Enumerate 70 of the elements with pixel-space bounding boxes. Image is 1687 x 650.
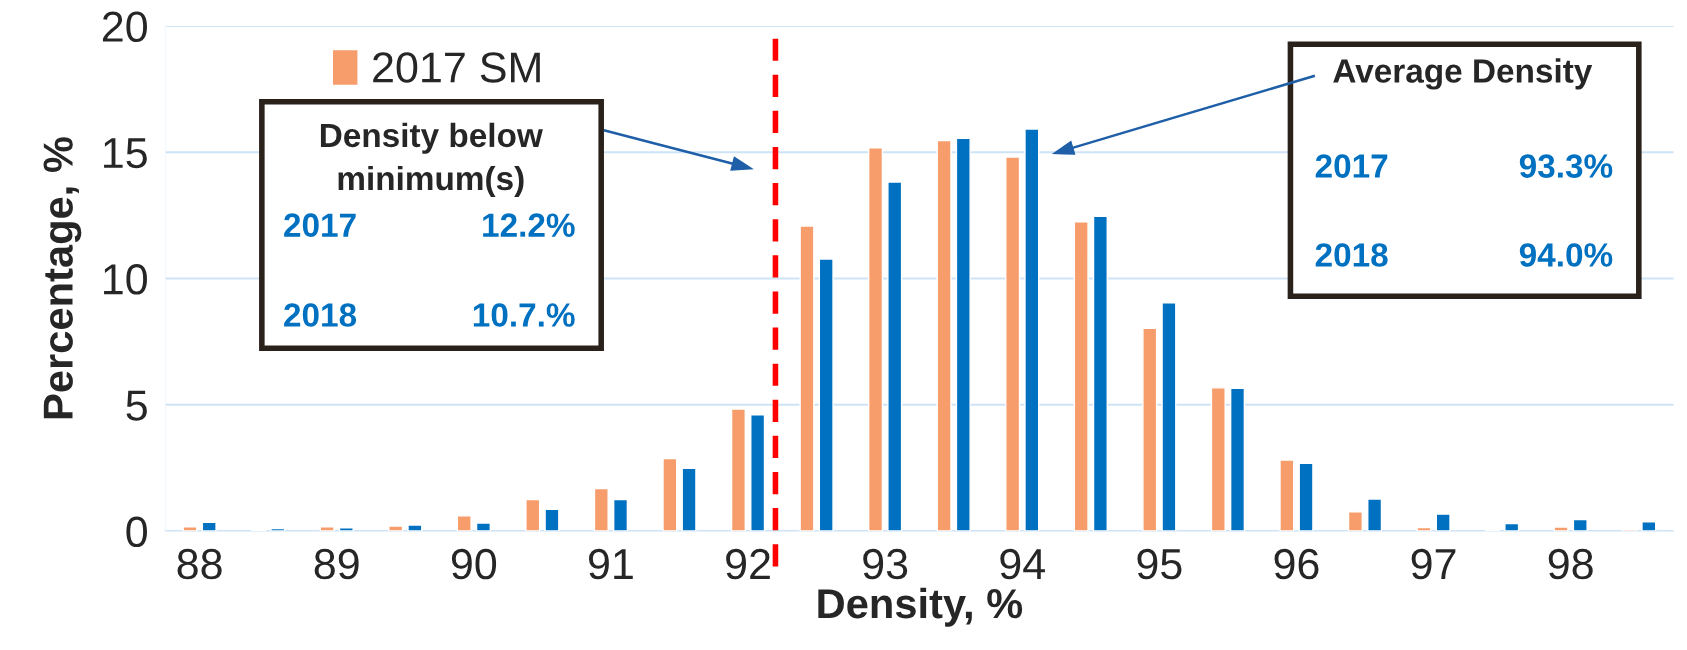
bar: [887, 181, 903, 532]
bar: [388, 525, 404, 532]
bar: [1416, 526, 1432, 532]
x-tick-label: 98: [1548, 548, 1593, 580]
annotation: 2017: [1315, 154, 1388, 178]
annotation: Density below minimum(s): [320, 122, 543, 197]
x-tick-label: 97: [1411, 548, 1456, 580]
x-tick-label: 95: [1137, 548, 1182, 580]
bar: [1367, 498, 1383, 532]
x-tick-label: 90: [451, 548, 497, 580]
annotation: 12.2%: [483, 213, 575, 237]
y-tick-label: 15: [104, 138, 147, 169]
x-tick-label: 88: [177, 548, 222, 580]
bar: [475, 522, 491, 532]
bar: [1024, 128, 1040, 532]
y-tick-label: 10: [104, 264, 147, 295]
bar: [1005, 156, 1021, 532]
annotation: 2018: [284, 303, 357, 327]
bar: [1210, 387, 1226, 532]
bar: [201, 521, 217, 532]
legend-label: 2017 SM: [373, 52, 540, 83]
bar: [612, 498, 629, 532]
x-tick-label: 91: [589, 548, 633, 580]
bar: [750, 414, 766, 532]
bar: [1435, 513, 1451, 532]
bar: [936, 139, 952, 532]
bar: [338, 527, 354, 532]
bar: [544, 508, 560, 532]
bar: [662, 457, 678, 532]
x-tick-label: 93: [863, 548, 908, 580]
bar: [1279, 459, 1295, 532]
bar: [1161, 302, 1177, 532]
bar: [1553, 526, 1569, 532]
bar: [818, 258, 834, 532]
y-axis-title: Percentage, %: [43, 137, 82, 419]
bar: [319, 526, 335, 532]
annotation: 94.0%: [1519, 243, 1613, 267]
y-tick-label: 0: [126, 516, 147, 548]
bar: [1504, 522, 1520, 532]
bar: [1572, 518, 1588, 532]
annotation: 10.7.%: [473, 303, 575, 327]
x-tick-label: 92: [726, 548, 770, 580]
annotation: 2017: [284, 213, 356, 237]
bar: [867, 147, 884, 532]
annotation: 93.3%: [1519, 154, 1613, 178]
x-tick-label: 94: [1000, 548, 1045, 580]
annotation: 2018: [1315, 243, 1388, 267]
x-tick-label: 96: [1274, 548, 1319, 580]
x-tick-label: 89: [314, 548, 359, 580]
bar: [730, 408, 746, 532]
bar: [1229, 387, 1246, 532]
bar: [681, 467, 697, 532]
bar: [1142, 327, 1158, 532]
bar: [407, 524, 423, 532]
bar: [1641, 521, 1657, 532]
x-axis-title: Density, %: [818, 587, 1023, 627]
bar: [593, 487, 609, 532]
bar: [270, 527, 286, 532]
annotation: Average Density: [1333, 58, 1593, 90]
bar: [525, 498, 541, 532]
bar: [182, 526, 198, 532]
y-tick-label: 20: [102, 11, 147, 43]
bar: [1092, 215, 1108, 532]
bar: [456, 515, 472, 532]
bar: [1073, 221, 1089, 532]
bar: [799, 225, 815, 532]
bar: [1347, 511, 1363, 532]
bar: [1298, 462, 1314, 532]
y-tick-label: 5: [126, 390, 147, 421]
bar: [955, 137, 971, 532]
